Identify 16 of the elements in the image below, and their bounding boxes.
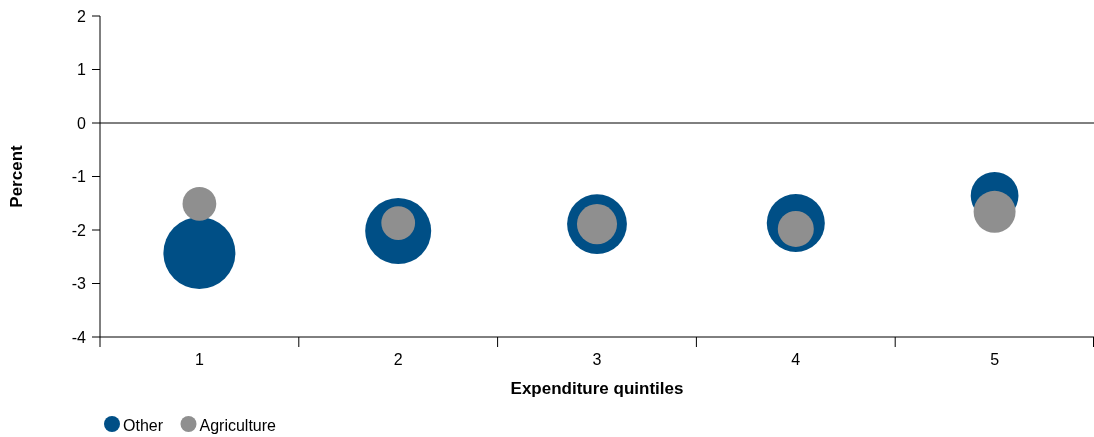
y-tick-label: -3 xyxy=(71,275,87,293)
y-tick-label: 2 xyxy=(77,7,87,25)
y-tick-label: -1 xyxy=(71,168,87,186)
x-tick-label: 2 xyxy=(393,350,403,368)
y-tick-label: 0 xyxy=(77,114,87,132)
y-axis-title: Percent xyxy=(7,144,26,208)
x-axis-title: Expenditure quintiles xyxy=(510,379,684,398)
x-tick-label: 4 xyxy=(791,350,801,368)
legend-label: Agriculture xyxy=(199,416,277,434)
y-tick-label: -4 xyxy=(71,328,87,346)
x-tick-label: 5 xyxy=(990,350,1000,368)
y-tick-label: 1 xyxy=(77,61,87,79)
x-tick-label: 3 xyxy=(592,350,602,368)
legend-label: Other xyxy=(123,416,164,434)
x-tick-label: 1 xyxy=(194,350,204,368)
y-tick-label: -2 xyxy=(71,221,87,239)
